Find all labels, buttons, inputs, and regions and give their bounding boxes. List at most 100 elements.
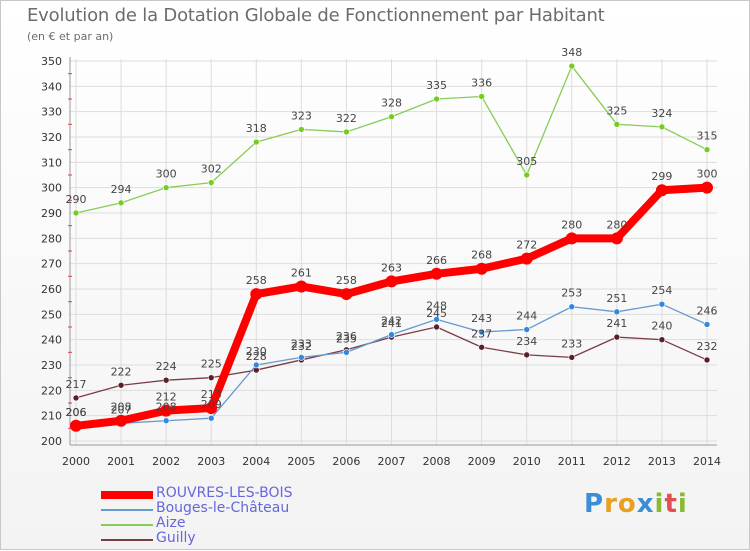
data-point xyxy=(433,95,440,103)
data-label: 266 xyxy=(426,254,447,267)
data-label: 294 xyxy=(111,183,132,196)
data-point xyxy=(295,280,308,293)
data-point xyxy=(658,336,666,343)
data-point xyxy=(340,288,353,301)
legend-item-aize[interactable]: Aize xyxy=(101,515,401,532)
data-label: 233 xyxy=(291,337,312,350)
data-label: 234 xyxy=(516,335,537,348)
x-tick-label: 2004 xyxy=(242,455,270,468)
y-tick-label: 230 xyxy=(41,359,62,372)
data-point xyxy=(478,93,485,100)
x-tick-label: 2012 xyxy=(603,455,631,468)
data-point xyxy=(343,349,350,356)
y-tick-label: 320 xyxy=(41,131,62,144)
y-tick-label: 250 xyxy=(41,308,62,321)
legend-item-bouges[interactable]: Bouges-le-Château xyxy=(101,500,401,517)
data-point xyxy=(250,288,263,301)
data-label: 300 xyxy=(697,168,718,181)
x-tick-label: 2006 xyxy=(332,455,360,468)
data-label: 315 xyxy=(697,130,718,143)
logo-letter: r xyxy=(604,489,618,519)
y-tick-label: 330 xyxy=(41,106,62,119)
data-label: 228 xyxy=(246,350,267,363)
data-point xyxy=(433,323,440,331)
data-label: 336 xyxy=(471,76,492,89)
legend-label: Guilly xyxy=(156,530,196,546)
data-point xyxy=(568,354,576,361)
data-point xyxy=(160,404,173,417)
data-label: 302 xyxy=(201,163,222,176)
data-label: 299 xyxy=(651,170,672,183)
data-point xyxy=(478,343,485,351)
data-point xyxy=(207,414,215,422)
y-tick-label: 350 xyxy=(41,55,62,68)
data-point xyxy=(613,308,621,316)
data-point xyxy=(703,356,711,364)
data-label: 280 xyxy=(561,218,582,231)
x-tick-label: 2003 xyxy=(197,455,225,468)
data-point xyxy=(343,128,350,136)
data-label: 325 xyxy=(606,104,627,117)
x-tick-label: 2002 xyxy=(152,455,180,468)
data-label: 263 xyxy=(381,261,402,274)
y-tick-label: 280 xyxy=(41,232,62,245)
data-label: 241 xyxy=(606,317,627,330)
data-point xyxy=(478,328,485,336)
legend-swatch-aize xyxy=(101,524,153,526)
data-point xyxy=(205,402,218,415)
data-point xyxy=(523,326,531,333)
data-point xyxy=(388,331,395,338)
logo-letter: x xyxy=(636,489,655,519)
y-tick-label: 220 xyxy=(41,384,62,397)
legend-label: ROUVRES-LES-BOIS xyxy=(156,485,293,501)
data-labels: 290 294 300 302 318 323 322 328 335 336 305 348 325 3… xyxy=(66,46,718,419)
series-lines xyxy=(70,62,713,432)
data-point xyxy=(475,262,488,275)
data-point xyxy=(162,184,170,191)
legend-item-rouvres[interactable]: ROUVRES-LES-BOIS xyxy=(101,485,401,502)
data-label: 243 xyxy=(471,312,492,325)
x-tick-label: 2008 xyxy=(423,455,451,468)
data-label: 232 xyxy=(291,340,312,353)
data-label: 237 xyxy=(471,327,492,340)
data-label: 324 xyxy=(651,107,672,120)
data-point xyxy=(298,354,305,361)
data-label: 240 xyxy=(651,320,672,333)
logo-letter: o xyxy=(617,489,637,519)
data-label: 246 xyxy=(697,304,718,317)
data-label: 248 xyxy=(426,299,447,312)
data-label: 268 xyxy=(471,249,492,262)
proxiti-logo: Proxiti xyxy=(584,489,688,519)
data-point xyxy=(298,126,305,133)
legend-swatch-guilly xyxy=(101,539,153,541)
legend-item-guilly[interactable]: Guilly xyxy=(101,530,401,547)
data-label: 348 xyxy=(561,46,582,59)
data-point xyxy=(568,62,576,70)
y-tick-label: 260 xyxy=(41,283,62,296)
data-point xyxy=(658,123,666,131)
x-tick-label: 2007 xyxy=(378,455,406,468)
data-label: 280 xyxy=(606,218,627,231)
y-tick-label: 340 xyxy=(41,80,62,93)
data-point xyxy=(658,300,666,308)
data-label: 224 xyxy=(156,360,177,373)
data-point xyxy=(523,351,531,359)
x-tick-label: 2013 xyxy=(648,455,676,468)
data-label: 335 xyxy=(426,79,447,92)
legend-label: Bouges-le-Château xyxy=(156,500,290,516)
data-label: 322 xyxy=(336,112,357,125)
data-point xyxy=(117,381,125,389)
logo-letter: t xyxy=(664,489,678,519)
data-point xyxy=(613,333,621,341)
legend-swatch-bouges xyxy=(101,509,153,511)
data-point xyxy=(520,252,533,265)
legend: ROUVRES-LES-BOIS Bouges-le-Château Aize … xyxy=(101,485,401,547)
data-label: 245 xyxy=(426,307,447,320)
data-label: 305 xyxy=(516,155,537,168)
data-point xyxy=(613,121,621,128)
y-tick-label: 290 xyxy=(41,207,62,220)
data-label: 261 xyxy=(291,266,312,279)
logo-letter: P xyxy=(584,489,605,519)
x-tick-label: 2001 xyxy=(107,455,135,468)
